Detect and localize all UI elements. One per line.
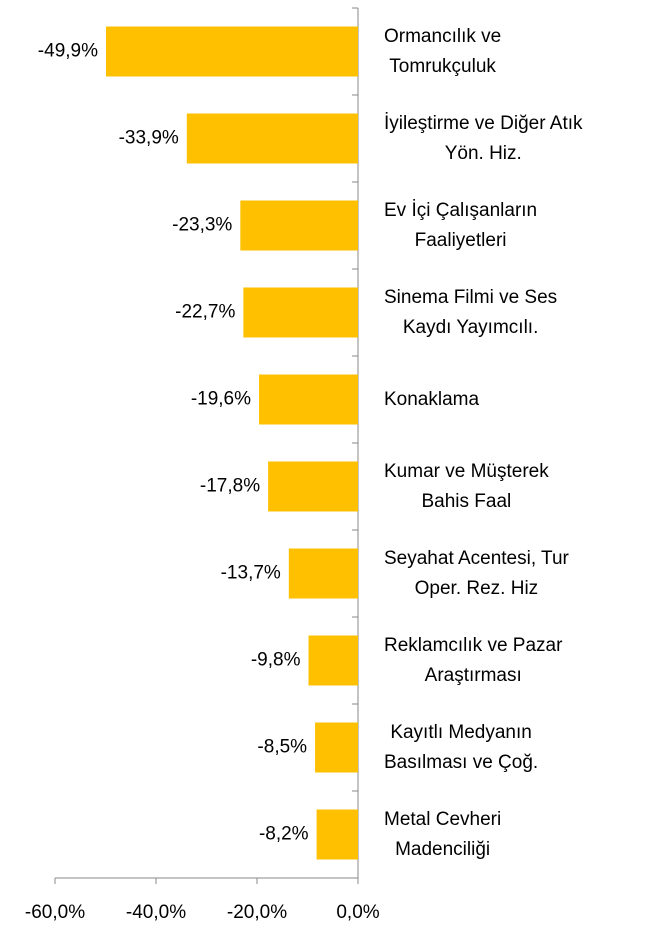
x-tick-label: 0,0%	[336, 902, 379, 923]
value-label: -9,8%	[251, 650, 301, 671]
category-label: İyileştirme ve Diğer Atık Yön. Hiz.	[384, 112, 583, 164]
bar	[316, 809, 358, 860]
bar	[308, 635, 358, 686]
bar	[106, 26, 358, 77]
bar	[315, 722, 358, 773]
value-label: -13,7%	[221, 563, 281, 584]
value-label: -19,6%	[191, 389, 251, 410]
value-label: -8,5%	[257, 737, 307, 758]
category-label: Ormancılık ve Tomrukçuluk	[384, 25, 502, 77]
value-label: -8,2%	[259, 824, 309, 845]
bar	[243, 287, 358, 338]
category-label: Reklamcılık ve Pazar Araştırması	[384, 634, 563, 686]
value-label: -23,3%	[172, 215, 232, 236]
bar	[268, 461, 358, 512]
category-label: Seyahat Acentesi, Tur Oper. Rez. Hiz	[384, 547, 569, 599]
bar	[186, 113, 358, 164]
x-tick-label: -60,0%	[25, 902, 85, 923]
category-label: Kumar ve Müşterek Bahis Faal	[384, 460, 549, 512]
value-label: -33,9%	[119, 128, 179, 149]
category-label: Konaklama	[384, 388, 480, 410]
bar	[240, 200, 358, 251]
category-label: Kayıtlı Medyanın Basılması ve Çoğ.	[384, 721, 539, 773]
value-label: -22,7%	[175, 302, 235, 323]
x-tick-label: -20,0%	[227, 902, 287, 923]
bar	[259, 374, 358, 425]
x-tick-label: -40,0%	[126, 902, 186, 923]
category-label: Metal Cevheri Madenciliği	[384, 808, 502, 860]
category-label: Ev İçi Çalışanların Faaliyetleri	[384, 199, 538, 251]
value-label: -49,9%	[38, 41, 98, 62]
bar	[288, 548, 358, 599]
value-label: -17,8%	[200, 476, 260, 497]
category-label: Sinema Filmi ve Ses Kaydı Yayımcılı.	[384, 286, 558, 338]
